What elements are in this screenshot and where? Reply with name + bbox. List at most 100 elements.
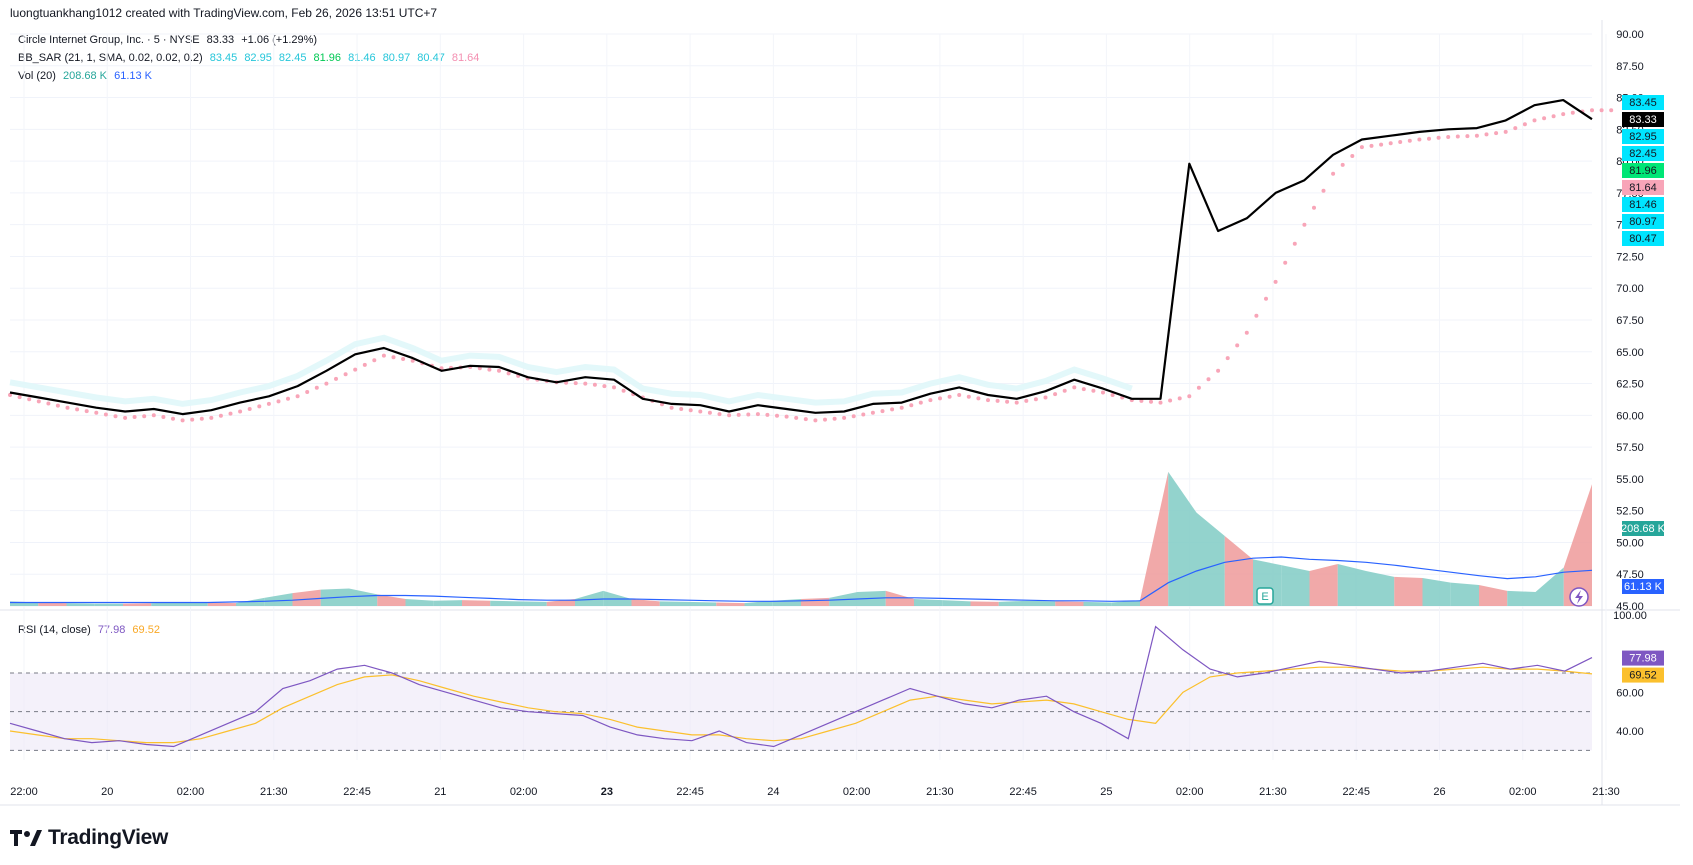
sar-dot [621, 388, 626, 393]
sar-dot [1503, 129, 1508, 134]
sar-dot [497, 368, 501, 373]
sar-dot [909, 403, 914, 408]
sar-dot [1407, 138, 1412, 143]
sar-dot [1196, 385, 1201, 390]
bbsar-value: 81.64 [451, 52, 480, 64]
sar-dot [1254, 313, 1259, 318]
volume-area-segment [1224, 536, 1253, 606]
sar-dot [1110, 393, 1115, 397]
price-tick-label: 90.00 [1616, 29, 1644, 41]
sar-dot [171, 416, 175, 421]
sar-dot [612, 385, 616, 390]
sar-dot [1033, 397, 1038, 402]
sar-dot [1331, 171, 1336, 176]
sar-dot [151, 413, 156, 418]
price-tick-label: 62.50 [1616, 379, 1644, 391]
volume-area-segment [1140, 471, 1169, 606]
volume-area-segment [349, 588, 378, 606]
legend-volume[interactable]: Vol (20) 208.68 K 61.13 K [18, 70, 156, 82]
sar-dot [1522, 122, 1527, 127]
sar-dot [142, 414, 147, 419]
sar-dot [1417, 137, 1422, 142]
rsi-ma-value: 69.52 [132, 624, 160, 636]
symbol-name: Circle Internet Group, Inc. · 5 · NYSE [18, 34, 200, 46]
tradingview-logo-icon [10, 830, 42, 846]
sar-dot [8, 393, 12, 397]
volume-ma-line [10, 556, 1593, 604]
volume-badge: 208.68 K [1621, 521, 1666, 536]
sar-dot [1168, 398, 1173, 403]
badge-background [1622, 180, 1664, 195]
sar-dot [1570, 110, 1575, 115]
legend-main[interactable]: Circle Internet Group, Inc. · 5 · NYSE 8… [18, 34, 321, 46]
time-tick-label: 21 [434, 786, 446, 798]
sar-dot [1436, 135, 1441, 140]
sar-dot [880, 409, 885, 414]
sar-dot [1149, 399, 1153, 404]
badge-label: 80.97 [1629, 216, 1657, 228]
tradingview-logo[interactable]: TradingView [10, 826, 168, 850]
sar-dot [775, 413, 779, 418]
lightning-icon[interactable] [1569, 587, 1589, 607]
price-pane [8, 99, 1614, 423]
price-badges: 83.45 82.95 82.45 81.96 81.64 81.46 80.97 80.47… [1621, 95, 1666, 683]
price-tick-label: 72.50 [1616, 251, 1644, 263]
sar-dot [1024, 398, 1029, 403]
sar-dot [27, 397, 32, 402]
badge-background [1622, 112, 1664, 127]
volume-area-segment [1055, 601, 1084, 606]
sar-dot [1513, 126, 1518, 131]
time-tick-label: 23 [601, 786, 613, 798]
sar-dot [851, 414, 856, 419]
sar-dot [1321, 188, 1326, 193]
badge-label: 61.13 K [1624, 581, 1663, 593]
sar-dot [295, 394, 300, 399]
rsi-tick-label: 60.00 [1616, 687, 1644, 699]
sar-dot [84, 409, 89, 414]
last-price-badge: 83.33 [1622, 112, 1664, 127]
sar-dot [1561, 112, 1566, 117]
volume-area-segment [1535, 567, 1564, 606]
chart-markers[interactable]: E [1256, 587, 1589, 607]
sar-dot [1427, 136, 1431, 141]
sar-badge: 80.47 [1622, 231, 1664, 246]
volume-area-segment [1366, 571, 1395, 606]
bbsar-value: 82.95 [244, 52, 272, 64]
volume-area-segment [123, 603, 152, 606]
time-axis[interactable]: 22:00 20 02:00 21:30 22:45 21 02:00 23 22:45 24 02… [10, 786, 1620, 798]
badge-label: 81.64 [1629, 182, 1657, 194]
volume-area-segment [631, 599, 660, 606]
sar-dot [324, 381, 329, 386]
volume-area-segment [490, 600, 519, 606]
sar-dot [353, 367, 358, 372]
sar-dot [1053, 392, 1058, 397]
sar-dot [986, 398, 990, 403]
grid [0, 20, 1680, 806]
volume-area-segment [207, 602, 236, 606]
earnings-icon[interactable]: E [1256, 587, 1274, 605]
sar-dot [372, 358, 377, 363]
sar-dot [813, 418, 818, 423]
volume-area-segment [66, 603, 95, 606]
last-price: 83.33 [206, 34, 235, 46]
sar-dot [995, 398, 1000, 403]
legend-bbsar[interactable]: BB_SAR (21, 1, SMA, 0.02, 0.02, 0.2) 83.… [18, 52, 483, 64]
sar-dot [861, 412, 866, 417]
sar-dot [1340, 162, 1345, 167]
sar-dot [947, 394, 952, 399]
time-tick-label: 22:45 [1009, 786, 1037, 798]
bbsar-value: 82.45 [278, 52, 307, 64]
badge-label: 77.98 [1629, 653, 1657, 665]
sar-dot [899, 405, 904, 410]
bbsar-value: 80.97 [382, 52, 411, 64]
time-tick-label: 02:00 [510, 786, 538, 798]
badge-label: 83.33 [1629, 114, 1657, 126]
volume-area-segment [744, 600, 773, 606]
sar-dot [1369, 143, 1374, 148]
price-tick-label: 55.00 [1616, 474, 1644, 486]
legend-rsi[interactable]: RSI (14, close) 77.98 69.52 [18, 624, 164, 636]
sar-dot [957, 393, 962, 397]
price-tick-label: 57.50 [1616, 442, 1644, 454]
sar-dot [938, 396, 942, 401]
